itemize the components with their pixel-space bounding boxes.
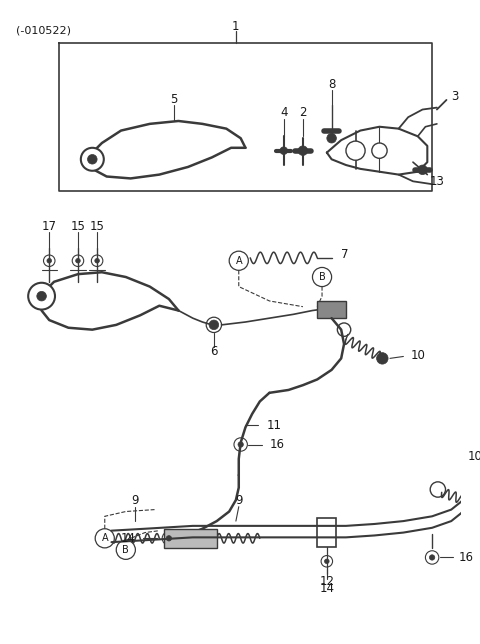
Circle shape — [327, 133, 336, 143]
Circle shape — [377, 353, 388, 364]
Text: 3: 3 — [451, 90, 458, 102]
Bar — [470, 485, 480, 504]
Circle shape — [229, 251, 248, 270]
Text: 16: 16 — [269, 438, 284, 451]
Text: 13: 13 — [430, 175, 444, 188]
Circle shape — [238, 442, 243, 447]
Text: 15: 15 — [71, 220, 85, 232]
Circle shape — [81, 147, 104, 171]
Circle shape — [430, 554, 435, 560]
Circle shape — [95, 258, 99, 263]
Bar — [317, 301, 346, 318]
Text: 6: 6 — [210, 345, 217, 358]
Circle shape — [87, 155, 97, 164]
Circle shape — [76, 258, 80, 263]
Circle shape — [372, 143, 387, 158]
Bar — [164, 529, 217, 548]
Text: 9: 9 — [132, 493, 139, 507]
Text: (-010522): (-010522) — [16, 25, 71, 35]
Circle shape — [280, 147, 288, 155]
Circle shape — [298, 146, 308, 155]
Text: 2: 2 — [299, 106, 307, 119]
Text: 1: 1 — [232, 20, 240, 33]
Text: A: A — [236, 256, 242, 266]
Text: 4: 4 — [280, 106, 288, 119]
Text: 14: 14 — [120, 532, 135, 545]
Circle shape — [166, 536, 171, 541]
Text: 5: 5 — [170, 93, 178, 106]
Text: 11: 11 — [266, 419, 282, 432]
Circle shape — [324, 559, 329, 564]
Text: 14: 14 — [319, 582, 335, 594]
Text: 12: 12 — [319, 575, 335, 588]
Circle shape — [95, 529, 114, 548]
Text: 17: 17 — [42, 220, 57, 232]
Circle shape — [37, 291, 47, 301]
Text: B: B — [122, 545, 129, 554]
Text: 7: 7 — [341, 249, 348, 261]
Text: 9: 9 — [235, 493, 242, 507]
Text: 10: 10 — [468, 450, 480, 462]
Text: A: A — [101, 533, 108, 544]
Circle shape — [28, 283, 55, 310]
Circle shape — [312, 267, 332, 287]
Text: 10: 10 — [411, 349, 426, 362]
Circle shape — [47, 258, 51, 263]
Text: 16: 16 — [459, 551, 474, 564]
Text: 15: 15 — [90, 220, 105, 232]
Circle shape — [116, 540, 135, 560]
Text: B: B — [319, 272, 325, 282]
Circle shape — [209, 320, 219, 330]
Bar — [317, 518, 336, 547]
Circle shape — [418, 165, 427, 175]
Circle shape — [346, 141, 365, 160]
Text: 8: 8 — [328, 78, 336, 91]
